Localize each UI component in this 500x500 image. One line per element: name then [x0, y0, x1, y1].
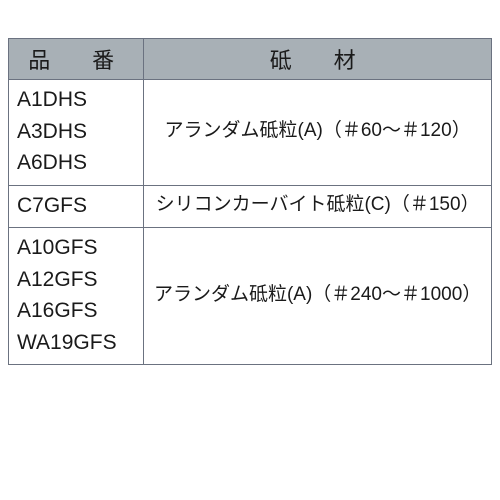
header-material: 砥 材 [144, 39, 492, 80]
cell-material: アランダム砥粒(A)（＃60～＃120） [144, 80, 492, 186]
code: WA19GFS [17, 327, 135, 359]
code: A3DHS [17, 116, 135, 148]
spec-table-container: 品 番 砥 材 A1DHS A3DHS A6DHS アランダム砥粒(A)（＃60… [8, 38, 492, 365]
spec-table: 品 番 砥 材 A1DHS A3DHS A6DHS アランダム砥粒(A)（＃60… [8, 38, 492, 365]
code: A10GFS [17, 232, 135, 264]
code: A16GFS [17, 295, 135, 327]
cell-codes: C7GFS [9, 185, 144, 228]
code: A6DHS [17, 147, 135, 179]
cell-codes: A10GFS A12GFS A16GFS WA19GFS [9, 228, 144, 365]
code: A12GFS [17, 264, 135, 296]
cell-codes: A1DHS A3DHS A6DHS [9, 80, 144, 186]
code: A1DHS [17, 84, 135, 116]
header-code: 品 番 [9, 39, 144, 80]
cell-material: アランダム砥粒(A)（＃240～＃1000） [144, 228, 492, 365]
header-row: 品 番 砥 材 [9, 39, 492, 80]
code: C7GFS [17, 190, 135, 222]
table-row: C7GFS シリコンカーバイト砥粒(C)（＃150） [9, 185, 492, 228]
cell-material: シリコンカーバイト砥粒(C)（＃150） [144, 185, 492, 228]
table-row: A1DHS A3DHS A6DHS アランダム砥粒(A)（＃60～＃120） [9, 80, 492, 186]
table-row: A10GFS A12GFS A16GFS WA19GFS アランダム砥粒(A)（… [9, 228, 492, 365]
